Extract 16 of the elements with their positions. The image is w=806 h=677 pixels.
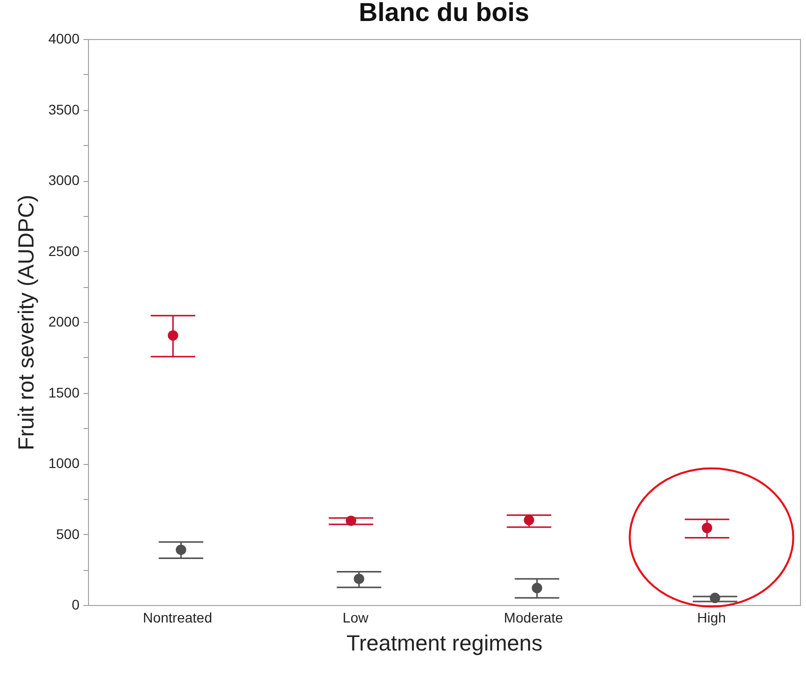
- y-tick-label: 0: [72, 596, 80, 612]
- chart-title: Blanc du bois: [358, 0, 530, 27]
- x-axis-title: Treatment regimens: [346, 630, 543, 656]
- x-tick-label: Moderate: [504, 610, 564, 626]
- y-tick-label: 1500: [48, 384, 80, 400]
- y-tick-label: 2000: [48, 314, 80, 330]
- x-tick-label: Nontreated: [142, 610, 212, 626]
- y-tick-label: 3500: [48, 101, 80, 118]
- x-tick-label: High: [697, 610, 726, 626]
- y-tick-label: 1000: [48, 455, 80, 471]
- y-axis-title: Fruit rot severity (AUDPC): [13, 194, 38, 450]
- x-tick-label: Low: [342, 610, 370, 626]
- y-tick-label: 4000: [48, 30, 80, 46]
- y-tick-label: 500: [56, 526, 80, 542]
- y-tick-label: 2500: [48, 242, 80, 259]
- y-tick-label: 3000: [48, 172, 80, 188]
